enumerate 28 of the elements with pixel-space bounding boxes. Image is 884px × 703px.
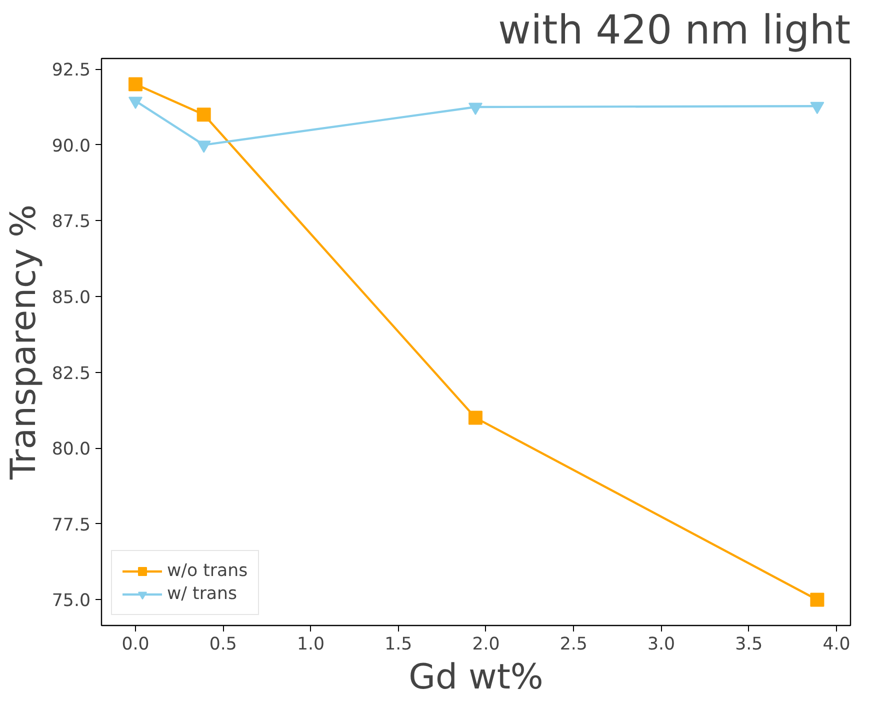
y-tick-label: 90.0 bbox=[52, 136, 91, 156]
y-tick-label: 92.5 bbox=[52, 60, 91, 81]
x-tick-label: 1.5 bbox=[384, 634, 412, 654]
y-tick-label: 77.5 bbox=[52, 515, 91, 536]
point bbox=[810, 592, 824, 607]
point bbox=[810, 102, 824, 114]
y-tick-label: 82.5 bbox=[52, 364, 91, 384]
legend-label: w/o trans bbox=[167, 561, 248, 581]
x-axis-title: Gd wt% bbox=[408, 658, 544, 698]
x-tick-label: 2.0 bbox=[472, 634, 500, 654]
y-tick-label: 75.0 bbox=[52, 591, 91, 612]
x-tick-label: 3.0 bbox=[647, 634, 676, 654]
x-tick-label: 0.5 bbox=[209, 634, 237, 654]
y-tick-label: 80.0 bbox=[52, 440, 91, 460]
y-tick-label: 85.0 bbox=[52, 288, 91, 308]
point bbox=[196, 140, 211, 153]
y-tick-label: 87.5 bbox=[52, 212, 91, 232]
point bbox=[128, 96, 142, 109]
chart-title: with 420 nm light bbox=[498, 8, 851, 54]
legend-label: w/ trans bbox=[167, 584, 238, 604]
x-tick-label: 2.5 bbox=[560, 634, 588, 654]
point bbox=[468, 410, 482, 425]
x-tick-label: 0.0 bbox=[122, 634, 150, 654]
point bbox=[468, 102, 482, 116]
y-axis-title: Transparency % bbox=[4, 204, 44, 481]
x-tick-label: 4.0 bbox=[822, 634, 850, 654]
x-tick-label: 3.5 bbox=[735, 634, 763, 654]
x-tick-label: 1.0 bbox=[296, 634, 325, 654]
